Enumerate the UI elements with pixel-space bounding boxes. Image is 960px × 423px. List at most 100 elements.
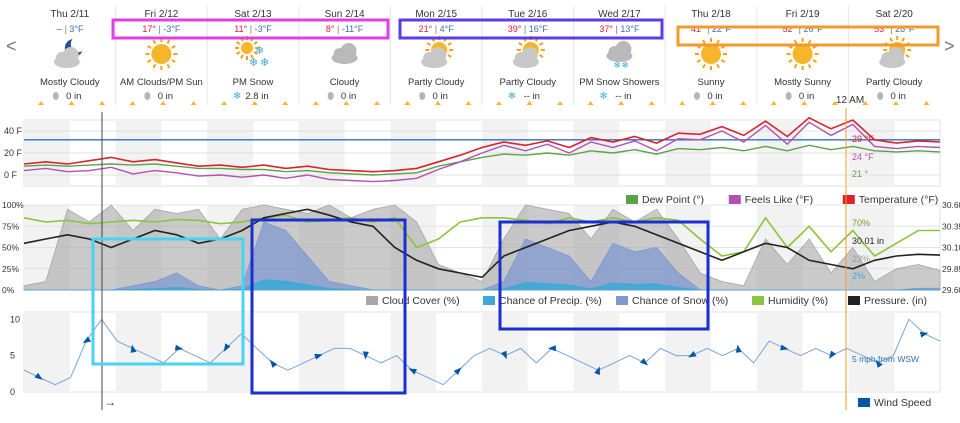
hi-lo-separator: | [521,24,528,34]
wind-arrowhead [780,344,789,351]
next-arrow-button[interactable]: > [944,36,955,56]
day-hi-lo: 17° | -3°F [142,24,181,34]
current-feels-label: 24 °F [852,152,874,162]
day-condition: AM Clouds/PM Sun [120,77,203,88]
sun-ray [426,42,432,46]
day-column[interactable]: Fri 2/12 17° | -3°F AM Clouds/PM Sun 0 in [115,6,203,105]
wind-direction-marker [130,344,137,353]
sun-cloud-icon [421,36,454,68]
current-cloud-label: 23% [852,254,870,264]
day-hi-lo: 8° | -11°F [326,24,364,34]
hi-lo-separator: | [335,24,342,34]
hi-lo-separator: | [156,24,163,34]
sun-ray [447,42,452,46]
legend-item[interactable]: Wind Speed [858,397,931,409]
hi-lo-separator: | [62,24,69,34]
legend-item[interactable]: Chance of Snow (%) [616,295,728,307]
day-column[interactable]: Thu 2/18 41° | 22°F Sunny 0 in [664,6,747,105]
night-band [665,312,711,392]
temp-y-tick: 0 F [4,170,18,180]
prev-arrow-button[interactable]: < [6,36,17,56]
legend-item[interactable]: Dew Point (°) [626,194,704,206]
day-lo: -3°F [255,24,273,34]
legend-label: Feels Like (°F) [745,194,813,206]
temp-y-tick: 20 F [4,148,23,158]
sun-ray [807,63,812,69]
night-band [573,312,620,392]
wind-direction-marker [223,343,231,352]
wind-direction-marker [314,353,323,360]
legend-item[interactable]: Temperature (°F) [842,194,938,206]
day-column[interactable]: Thu 2/11 -- | 3°F Mostly Cloudy 0 in [38,9,106,105]
day-hi: 41° [691,24,705,34]
rain-drop-icon [52,92,59,100]
legend-label: Humidity (%) [768,295,828,307]
sunrise-marker [221,101,228,105]
sunrise-marker [68,101,75,105]
day-precip: 0 in [891,91,906,102]
sun-ray [702,39,706,45]
day-condition: Sunny [698,77,725,88]
wind-direction-marker [780,344,789,351]
sun-icon [695,38,727,70]
legend-item[interactable]: Cloud Cover (%) [366,295,460,307]
time-arrow: → [104,395,116,409]
day-precip: 0 in [158,91,173,102]
rain-drop-icon [327,92,334,100]
day-hi-lo: 11° | -3°F [234,24,272,34]
day-hi: 37° [599,24,613,34]
sunrise-marker [465,101,472,105]
wind-arrowhead [34,372,43,380]
day-date: Thu 2/11 [50,9,89,20]
sunrise-marker [312,101,319,105]
sunrise-marker [587,101,594,105]
day-column[interactable]: Fri 2/19 52° | 26°F Mostly Sunny 0 in [756,6,838,105]
day-column[interactable]: Sat 2/20 53° | 28°F Partly Cloudy 0 in [847,6,930,105]
annotation-box-blue-right [498,220,710,331]
day-condition: PM Snow Showers [579,77,660,88]
day-date: Tue 2/16 [508,9,548,20]
legend-item[interactable]: Pressure. (in) [848,295,927,307]
wind-direction-marker [34,372,43,380]
sun-ray [152,39,157,45]
wind-direction-marker [735,344,742,353]
wind-arrowhead [688,351,697,358]
day-date: Sat 2/13 [234,9,272,20]
legend-swatch [848,296,860,305]
cloud-part [521,47,538,63]
wind-direction-marker [408,368,417,375]
pressure-y-tick: 29.85 [942,264,960,274]
day-column[interactable]: Sun 2/14 8° | -11°F Cloudy 0 in [298,6,380,105]
wind-direction-marker [500,350,507,360]
temperature-line [23,116,941,173]
sun-ray [171,45,176,49]
snow-cloud-icon: ❄ ❄ [606,41,633,70]
day-hi-lo: 39° | 16°F [508,24,549,34]
legend-swatch [616,296,628,305]
day-precip: 0 in [66,91,81,102]
snowflake-icon: ❄ [508,91,516,102]
sunrise-marker [38,101,44,105]
legend-item[interactable]: Feels Like (°F) [728,194,813,206]
legend-swatch [626,195,638,204]
wind-arrowhead [408,368,417,375]
legend-swatch [483,296,495,305]
day-condition: PM Snow [233,77,274,88]
wind-arrowhead [223,343,231,352]
legend-item[interactable]: Chance of Precip. (%) [483,295,602,307]
humidity-y-tick: 0% [2,285,15,295]
legend-label: Cloud Cover (%) [382,295,460,307]
pressure-y-tick: 30.10 [942,243,960,253]
day-precip: 0 in [799,91,814,102]
day-date: Thu 2/18 [691,9,731,20]
wind-direction-marker [688,351,697,358]
day-hi: 21° [419,24,433,34]
day-column[interactable]: Mon 2/15 21° | 4°F Partly Cloudy 0 in [389,6,472,105]
day-hi: 17° [142,24,156,34]
legend-label: Temperature (°F) [859,194,938,206]
sunrise-marker [618,101,625,105]
wind-direction-marker [453,367,462,376]
legend-item[interactable]: Humidity (%) [752,295,828,307]
